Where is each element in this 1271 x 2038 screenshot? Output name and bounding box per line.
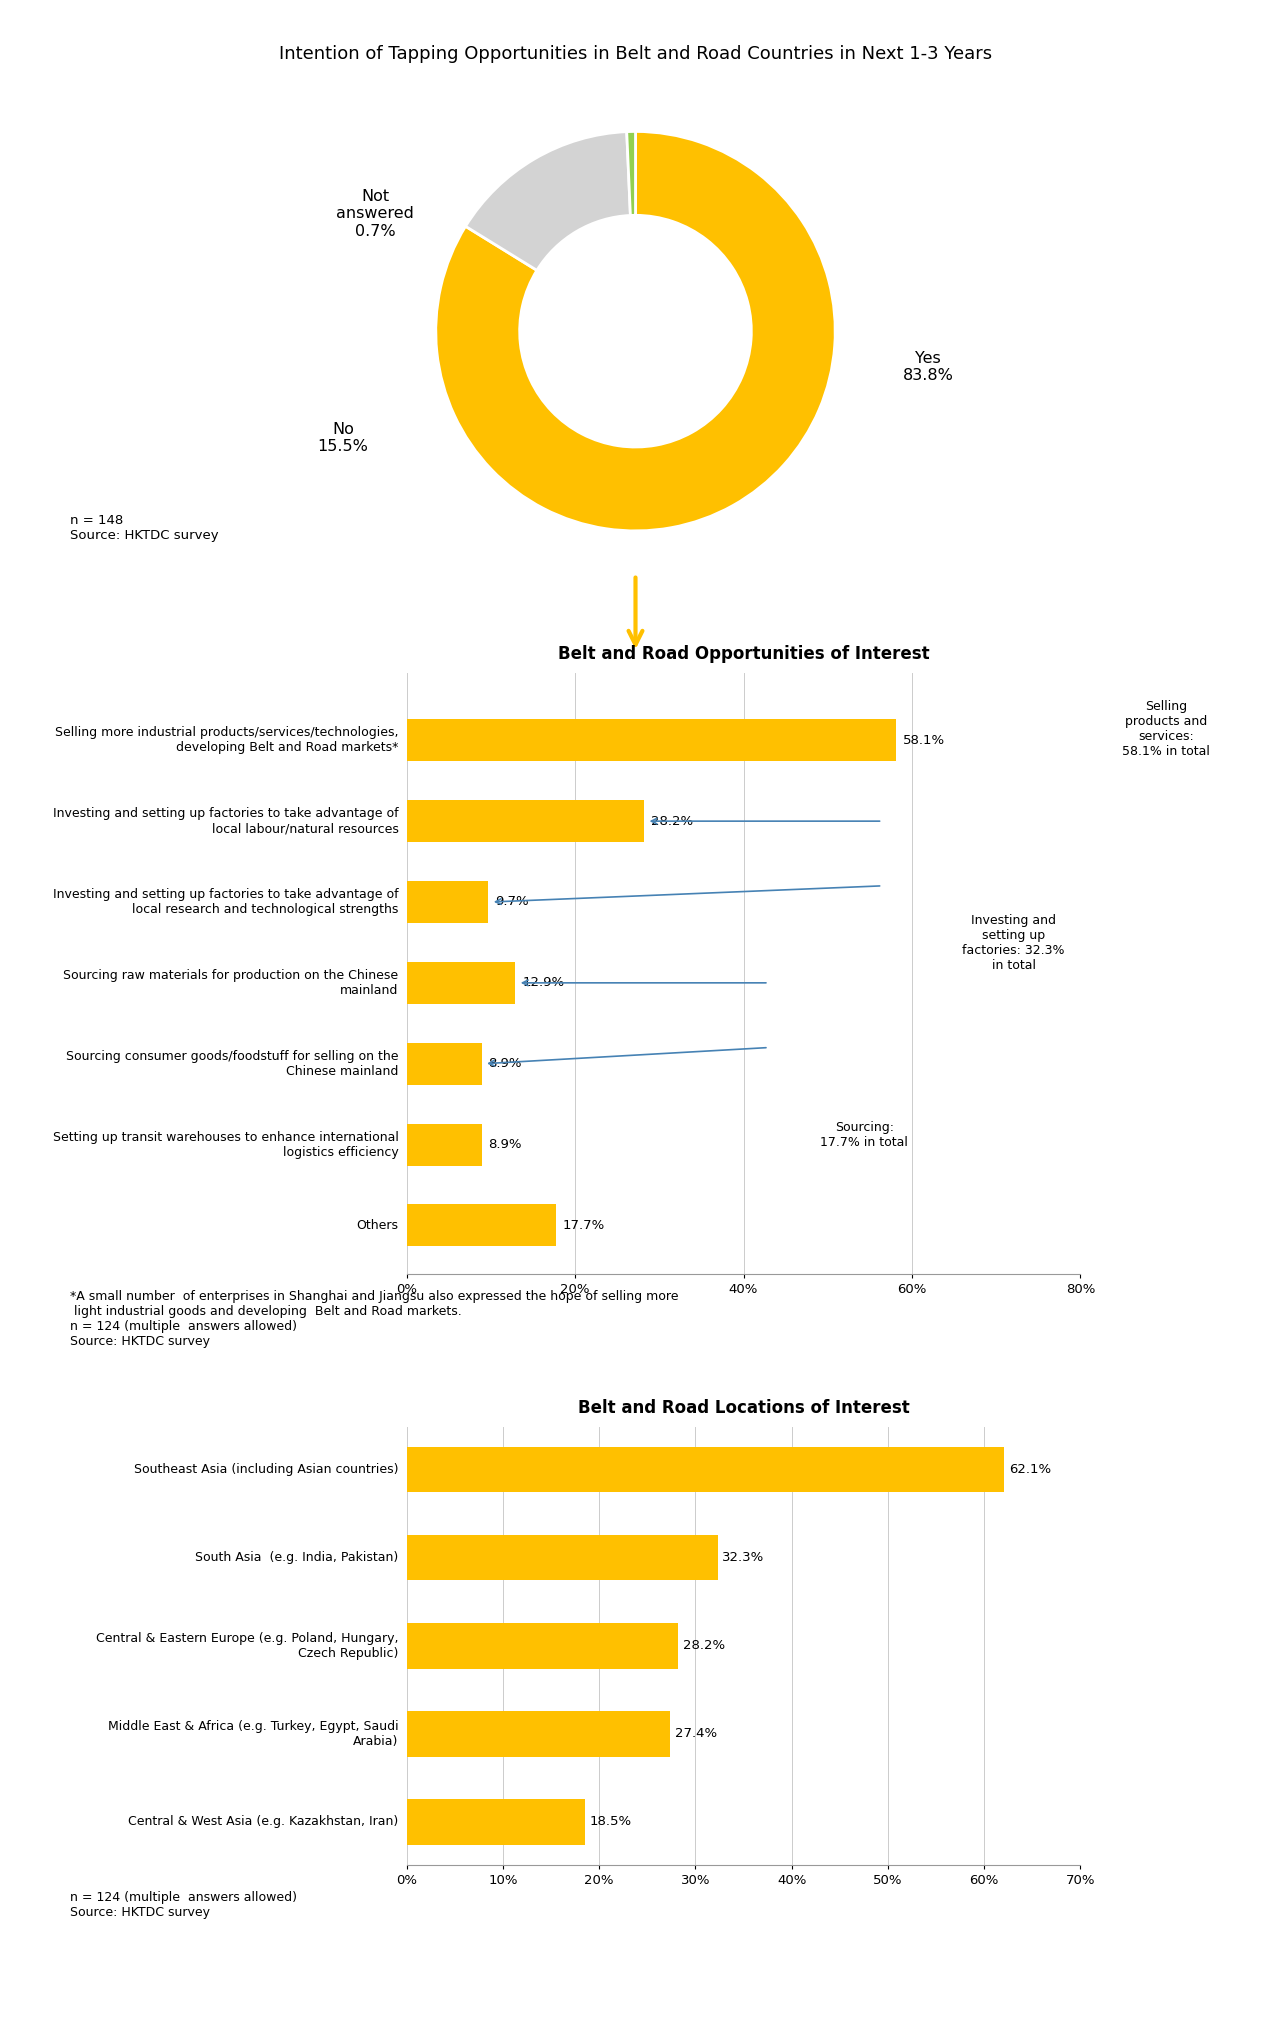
Text: 12.9%: 12.9% bbox=[522, 976, 564, 988]
Text: Investing and
setting up
factories: 32.3%
in total: Investing and setting up factories: 32.3… bbox=[962, 913, 1065, 972]
Bar bbox=[407, 719, 896, 762]
Text: *A small number  of enterprises in Shanghai and Jiangsu also expressed the hope : *A small number of enterprises in Shangh… bbox=[70, 1290, 679, 1347]
Wedge shape bbox=[627, 132, 636, 216]
Text: 28.2%: 28.2% bbox=[651, 815, 693, 827]
Text: 8.9%: 8.9% bbox=[488, 1058, 522, 1070]
Bar bbox=[407, 1447, 1004, 1492]
Bar bbox=[407, 1800, 585, 1844]
Text: 28.2%: 28.2% bbox=[683, 1639, 724, 1653]
Text: 17.7%: 17.7% bbox=[563, 1219, 605, 1231]
Bar bbox=[407, 880, 488, 923]
Text: Intention of Tapping Opportunities in Belt and Road Countries in Next 1-3 Years: Intention of Tapping Opportunities in Be… bbox=[278, 45, 993, 63]
Text: Yes
83.8%: Yes 83.8% bbox=[902, 351, 953, 383]
Bar bbox=[407, 1043, 482, 1084]
Wedge shape bbox=[436, 132, 835, 530]
Text: No
15.5%: No 15.5% bbox=[318, 422, 369, 454]
Text: 32.3%: 32.3% bbox=[722, 1551, 765, 1563]
Bar bbox=[407, 1622, 679, 1669]
Bar bbox=[407, 801, 644, 842]
Title: Belt and Road Locations of Interest: Belt and Road Locations of Interest bbox=[577, 1398, 910, 1416]
Text: 18.5%: 18.5% bbox=[590, 1816, 632, 1828]
Text: n = 148
Source: HKTDC survey: n = 148 Source: HKTDC survey bbox=[70, 514, 219, 542]
Title: Belt and Road Opportunities of Interest: Belt and Road Opportunities of Interest bbox=[558, 644, 929, 662]
Text: Sourcing:
17.7% in total: Sourcing: 17.7% in total bbox=[820, 1121, 909, 1149]
Text: 58.1%: 58.1% bbox=[902, 734, 944, 746]
Text: 9.7%: 9.7% bbox=[496, 895, 529, 909]
Bar bbox=[407, 1710, 670, 1757]
Text: n = 124 (multiple  answers allowed)
Source: HKTDC survey: n = 124 (multiple answers allowed) Sourc… bbox=[70, 1891, 297, 1920]
Bar bbox=[407, 1204, 555, 1247]
Wedge shape bbox=[465, 132, 630, 271]
Text: 62.1%: 62.1% bbox=[1009, 1463, 1051, 1476]
Text: Not
answered
0.7%: Not answered 0.7% bbox=[336, 190, 414, 238]
Bar bbox=[407, 1535, 718, 1581]
Text: 27.4%: 27.4% bbox=[675, 1728, 717, 1740]
Bar bbox=[407, 1123, 482, 1166]
Text: Selling
products and
services:
58.1% in total: Selling products and services: 58.1% in … bbox=[1122, 699, 1210, 758]
Bar bbox=[407, 962, 515, 1005]
Text: 8.9%: 8.9% bbox=[488, 1137, 522, 1151]
